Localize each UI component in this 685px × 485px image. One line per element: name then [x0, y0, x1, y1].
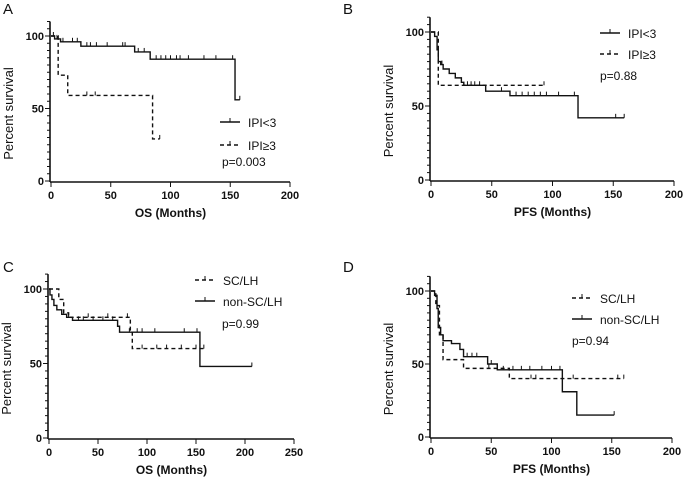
legend-label: IPI<3 [628, 27, 657, 41]
panel-letter: D [343, 259, 354, 276]
x-axis-label: PFS (Months) [514, 205, 591, 219]
y-tick-label: 100 [24, 284, 42, 296]
x-tick-label: 200 [236, 447, 254, 459]
x-tick-label: 100 [543, 189, 561, 201]
y-axis-label: Percent survival [381, 323, 396, 416]
survival-curve-non-SC/LH [431, 290, 615, 416]
x-axis-label: OS (Months) [135, 206, 206, 220]
x-axis-label: OS (Months) [136, 463, 207, 477]
y-tick-label: 50 [412, 359, 424, 371]
y-tick-label: 100 [26, 31, 44, 43]
p-value-annotation: p=0.94 [572, 334, 609, 348]
survival-curve-IPI<3 [51, 35, 240, 101]
p-value-annotation: p=0.003 [222, 155, 266, 169]
y-axis-label: Percent survival [0, 322, 14, 415]
y-tick-label: 50 [30, 359, 42, 371]
x-tick-label: 200 [665, 189, 683, 201]
x-tick-label: 100 [138, 447, 156, 459]
x-tick-label: 50 [486, 189, 498, 201]
survival-curve-IPI<3 [431, 31, 625, 119]
y-axis-label: Percent survival [1, 67, 16, 160]
y-tick-label: 0 [38, 176, 44, 188]
panel-B: B 0 50 100 0 50 100 150 200 PFS (Months) Percent s… [343, 1, 683, 219]
x-tick-label: 0 [428, 189, 434, 201]
x-tick-label: 50 [105, 190, 117, 202]
x-tick-label: 50 [92, 447, 104, 459]
p-value-annotation: p=0.88 [600, 69, 637, 83]
legend-label: SC/LH [223, 274, 258, 288]
survival-curve-IPI≥3 [51, 35, 160, 140]
y-tick-label: 0 [418, 175, 424, 187]
x-tick-label: 200 [281, 190, 299, 202]
y-tick-label: 50 [32, 104, 44, 116]
x-tick-label: 200 [663, 446, 681, 458]
y-tick-label: 100 [406, 27, 424, 39]
y-tick-label: 50 [412, 101, 424, 113]
x-tick-label: 150 [221, 190, 239, 202]
x-axis-label: PFS (Months) [513, 462, 590, 476]
panel-letter: C [3, 259, 14, 276]
y-tick-label: 0 [418, 432, 424, 444]
x-tick-label: 50 [485, 446, 497, 458]
survival-curve-IPI≥3 [431, 31, 544, 86]
y-axis-label: Percent survival [381, 65, 396, 158]
x-tick-label: 250 [285, 447, 303, 459]
panel-A: A 0 50 100 0 50 100 150 200 OS (Months) Percent su… [1, 1, 299, 220]
x-tick-label: 0 [48, 190, 54, 202]
x-tick-label: 150 [187, 447, 205, 459]
x-tick-label: 100 [161, 190, 179, 202]
y-tick-label: 0 [36, 433, 42, 445]
x-tick-label: 0 [46, 447, 52, 459]
x-tick-label: 100 [542, 446, 560, 458]
legend-label: non-SC/LH [600, 313, 659, 327]
y-tick-label: 100 [406, 286, 424, 298]
panel-C: C 0 50 100 0 50 100 150 200 250 OS (Months) Percent… [0, 259, 303, 477]
legend-label: non-SC/LH [223, 295, 282, 309]
x-tick-label: 150 [604, 189, 622, 201]
legend-label: SC/LH [600, 292, 635, 306]
x-tick-label: 150 [603, 446, 621, 458]
survival-curve-non-SC/LH [49, 288, 252, 368]
p-value-annotation: p=0.99 [222, 317, 259, 331]
panel-D: D 0 50 100 0 50 100 150 200 PFS (Months) Percent s… [343, 259, 681, 476]
legend-label: IPI<3 [248, 116, 277, 130]
panel-letter: A [3, 1, 13, 18]
panel-letter: B [343, 1, 353, 18]
legend-label: IPI≥3 [628, 48, 656, 62]
x-tick-label: 0 [428, 446, 434, 458]
legend-label: IPI≥3 [248, 139, 276, 153]
